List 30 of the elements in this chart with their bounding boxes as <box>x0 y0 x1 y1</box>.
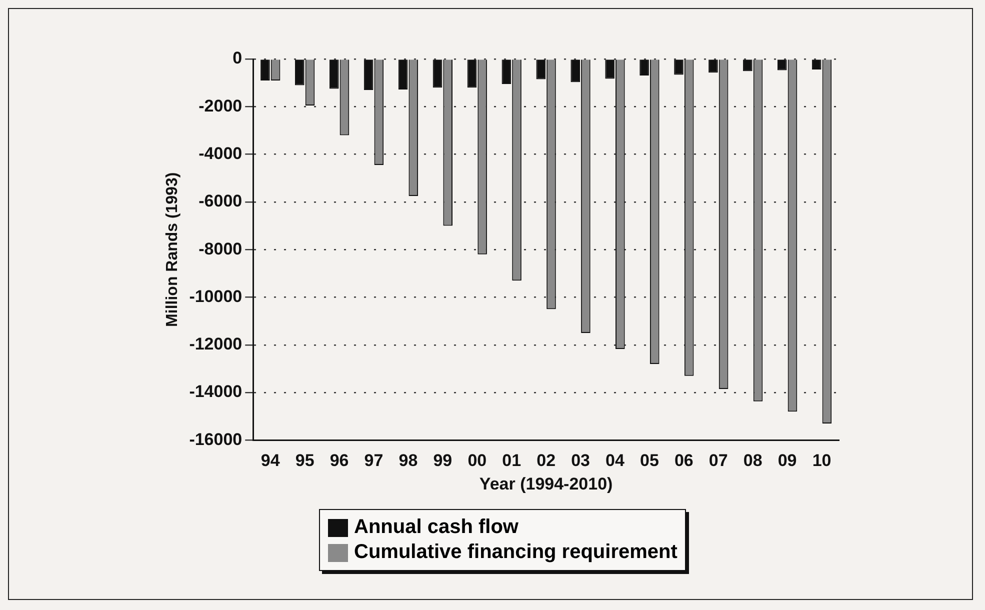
y-tick-label: -16000 <box>189 430 242 449</box>
x-tick-label: 06 <box>674 451 694 470</box>
x-tick-label: 01 <box>502 451 522 470</box>
x-tick-label: 08 <box>743 451 762 470</box>
x-tick-label: 99 <box>433 451 452 470</box>
x-tick-label: 09 <box>778 451 797 470</box>
x-tick-label: 03 <box>571 451 590 470</box>
y-tick-label: -10000 <box>189 286 242 306</box>
y-tick-label: -8000 <box>198 239 242 258</box>
x-tick-label: 96 <box>330 451 349 470</box>
legend-label: Cumulative financing requirement <box>354 541 678 564</box>
x-tick-label: 94 <box>260 451 280 470</box>
x-tick-label: 07 <box>708 451 728 470</box>
x-tick-label: 10 <box>812 451 832 470</box>
y-tick-label: -2000 <box>198 96 242 116</box>
x-tick-label: 04 <box>606 451 625 470</box>
y-tick-label: -12000 <box>189 334 242 354</box>
x-tick-label: 02 <box>536 451 556 470</box>
legend-label: Annual cash flow <box>354 516 518 539</box>
y-tick-label: -14000 <box>189 382 242 402</box>
x-tick-label: 05 <box>640 451 659 470</box>
x-tick-label: 95 <box>295 451 314 470</box>
x-tick-label: 00 <box>468 451 487 470</box>
y-tick-label: -4000 <box>198 144 242 163</box>
x-tick-label: 98 <box>398 451 418 470</box>
x-tick-label: 97 <box>364 451 384 470</box>
y-axis-title: Million Rands (1993) <box>164 172 182 327</box>
y-tick-label: -6000 <box>198 192 242 211</box>
y-tick-label: 0 <box>232 48 242 68</box>
x-axis-title: Year (1994-2010) <box>479 474 613 494</box>
